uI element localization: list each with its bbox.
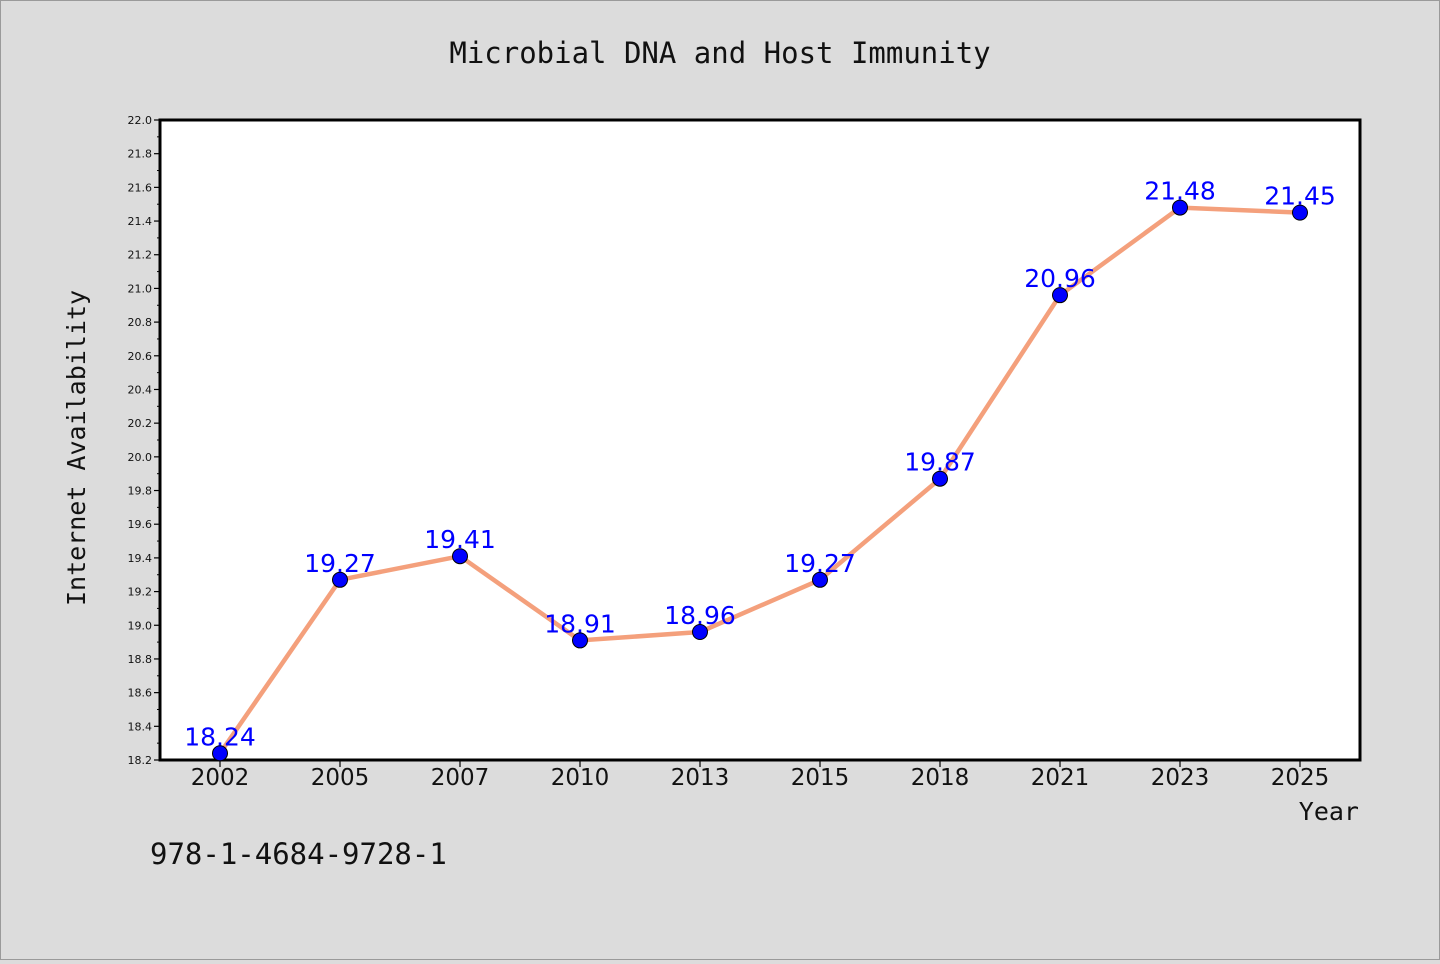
y-tick-label: 21.8: [128, 148, 153, 161]
y-tick-label: 20.0: [128, 451, 153, 464]
footnote-isbn: 978-1-4684-9728-1: [150, 837, 447, 871]
chart-title: Microbial DNA and Host Immunity: [449, 36, 990, 70]
y-axis: 18.2 18.4 18.6 18.8 19.0 19.2 19.4 19.6 19.8 20.0…: [128, 114, 160, 767]
y-tick-label: 18.2: [128, 754, 153, 767]
data-label: 19.27: [304, 549, 376, 578]
y-tick-label: 20.4: [128, 383, 153, 396]
data-point: [1052, 287, 1068, 304]
data-point: [932, 470, 948, 487]
y-tick-label: 21.2: [128, 249, 153, 262]
y-tick-label: 21.0: [128, 282, 153, 295]
data-label: 18.24: [184, 722, 256, 751]
series-line: [217, 205, 1303, 756]
data-label: 19.41: [424, 525, 496, 554]
data-label: 18.96: [664, 601, 736, 630]
data-label: 19.27: [784, 549, 856, 578]
data-point: [212, 745, 228, 762]
data-point: [572, 632, 588, 649]
y-tick-label: 19.8: [128, 485, 153, 498]
y-tick-label: 19.2: [128, 586, 153, 599]
data-label: 21.48: [1144, 177, 1216, 206]
x-tick-label: 2021: [1031, 765, 1090, 791]
y-tick-label: 18.8: [128, 653, 153, 666]
x-tick-label: 2018: [911, 765, 970, 791]
data-point: [692, 624, 708, 640]
plot-area: [158, 118, 1362, 762]
y-tick-label: 22.0: [128, 114, 153, 127]
y-tick-label: 19.0: [128, 619, 153, 632]
x-tick-label: 2007: [431, 765, 490, 791]
y-tick-label: 18.4: [128, 720, 153, 733]
x-tick-label: 2023: [1151, 765, 1210, 791]
y-tick-label: 20.2: [128, 417, 153, 430]
y-tick-label: 20.6: [128, 350, 153, 363]
data-label-layer: 18.24 19.27 19.41 18.91 18.96 19.27 19.87 20.96…: [184, 177, 1336, 752]
x-tick-label: 2010: [551, 765, 610, 791]
y-tick-label: 18.6: [128, 687, 153, 700]
y-axis-label: Internet Availability: [62, 290, 91, 606]
x-tick-label: 2025: [1271, 765, 1330, 791]
data-point: [1172, 199, 1188, 216]
data-label: 19.87: [904, 448, 976, 477]
y-tick-label: 20.8: [128, 316, 153, 329]
data-point: [332, 571, 348, 588]
data-label: 18.91: [544, 609, 616, 638]
x-tick-label: 2013: [671, 765, 730, 791]
series-layer: [212, 199, 1308, 762]
x-axis: 2002 2005 2007 2010 2013 2015 2018 2021 2023 2025: [191, 760, 1330, 791]
data-label: 21.45: [1264, 182, 1336, 211]
y-tick-label: 21.4: [128, 215, 153, 228]
y-tick-label: 19.4: [128, 552, 153, 565]
x-tick-label: 2005: [311, 765, 370, 791]
data-label: 20.96: [1024, 264, 1096, 293]
data-point: [812, 571, 828, 588]
x-tick-label: 2015: [791, 765, 850, 791]
data-point: [1292, 204, 1308, 221]
y-tick-label: 21.6: [128, 181, 153, 194]
x-tick-label: 2002: [191, 765, 250, 791]
y-tick-label: 19.6: [128, 518, 153, 531]
x-axis-label: Year: [1299, 797, 1359, 826]
data-point: [452, 548, 468, 565]
